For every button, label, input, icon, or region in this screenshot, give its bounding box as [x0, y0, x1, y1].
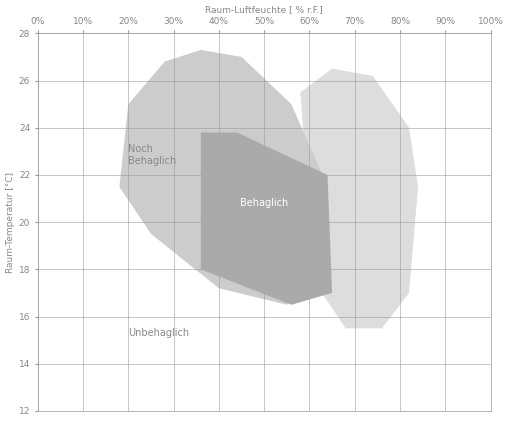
Text: Unbehaglich: Unbehaglich — [128, 328, 189, 338]
Polygon shape — [119, 50, 328, 305]
Polygon shape — [201, 133, 332, 305]
X-axis label: Raum-Luftfeuchte [ % r.F.]: Raum-Luftfeuchte [ % r.F.] — [205, 5, 323, 14]
Text: Noch
Behaglich: Noch Behaglich — [128, 144, 177, 166]
Text: Behaglich: Behaglich — [240, 198, 288, 208]
Polygon shape — [300, 69, 418, 328]
Y-axis label: Raum-Temperatur [°C]: Raum-Temperatur [°C] — [6, 172, 15, 273]
